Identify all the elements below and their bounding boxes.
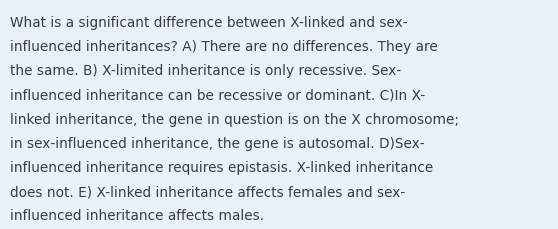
- Text: does not. E) X-linked inheritance affects females and sex-: does not. E) X-linked inheritance affect…: [10, 184, 405, 198]
- Text: What is a significant difference between X-linked and sex-: What is a significant difference between…: [10, 16, 408, 30]
- Text: influenced inheritance affects males.: influenced inheritance affects males.: [10, 208, 264, 222]
- Text: the same. B) X-limited inheritance is only recessive. Sex-: the same. B) X-limited inheritance is on…: [10, 64, 401, 78]
- Text: linked inheritance, the gene in question is on the X chromosome;: linked inheritance, the gene in question…: [10, 112, 459, 126]
- Text: influenced inheritance can be recessive or dominant. C)In X-: influenced inheritance can be recessive …: [10, 88, 425, 102]
- Text: in sex-influenced inheritance, the gene is autosomal. D)Sex-: in sex-influenced inheritance, the gene …: [10, 136, 425, 150]
- Text: influenced inheritances? A) There are no differences. They are: influenced inheritances? A) There are no…: [10, 40, 438, 54]
- Text: influenced inheritance requires epistasis. X-linked inheritance: influenced inheritance requires epistasi…: [10, 160, 434, 174]
